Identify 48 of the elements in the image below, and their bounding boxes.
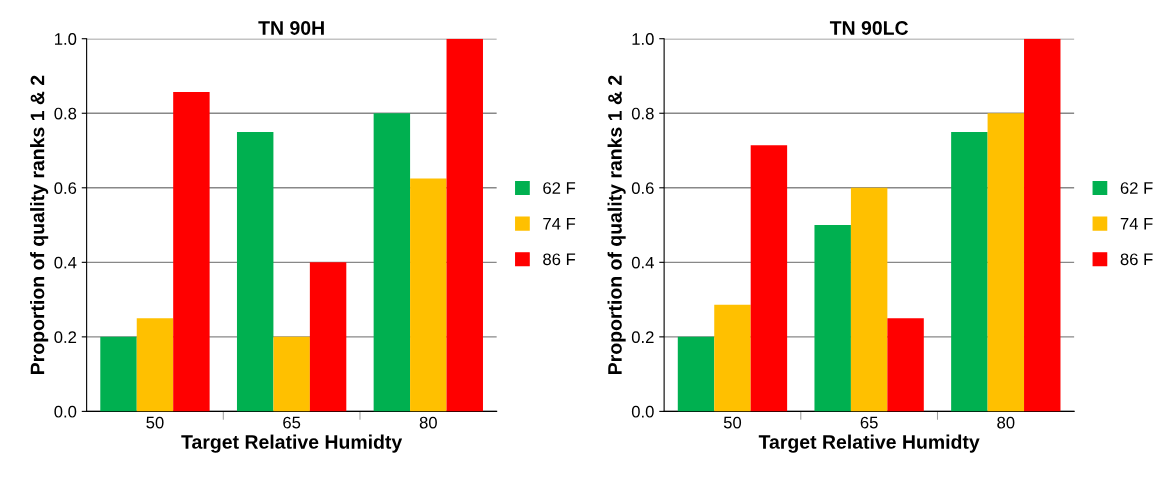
bar	[887, 318, 924, 412]
x-tick-label: 65	[283, 416, 301, 429]
y-tick-label: 0.6	[54, 182, 77, 194]
legend-label: 74 F	[543, 217, 576, 230]
bar	[100, 336, 137, 412]
legend-label: 86 F	[543, 253, 576, 266]
bar	[1024, 38, 1061, 412]
bar	[173, 92, 210, 412]
legend-label: 74 F	[1120, 217, 1153, 230]
chart-title: TN 90H	[258, 21, 324, 35]
bar	[373, 113, 411, 412]
legend-label: 62 F	[1120, 182, 1153, 194]
y-tick-label: 1.0	[55, 33, 77, 45]
bar	[750, 145, 788, 412]
x-tick-label: 80	[997, 416, 1015, 429]
bar	[309, 262, 347, 412]
y-tick-label: 0.2	[54, 331, 77, 344]
bar	[410, 178, 447, 412]
bar	[446, 38, 483, 412]
chart-title: TN 90LC	[829, 21, 909, 35]
bar	[236, 131, 274, 412]
y-tick-label: 0.4	[631, 256, 654, 269]
bar	[677, 336, 715, 412]
x-tick-label: 50	[723, 416, 742, 429]
legend-label: 62 F	[543, 182, 576, 194]
x-tick-label: 80	[419, 416, 437, 429]
y-axis-title: Proportion of quality ranks 1 & 2	[607, 75, 626, 374]
bar	[850, 187, 888, 412]
y-tick-label: 0.0	[54, 405, 77, 418]
x-tick-label: 65	[860, 416, 878, 429]
bar	[136, 318, 174, 412]
y-tick-label: 0.2	[631, 331, 654, 344]
x-axis-title: Target Relative Humidty	[181, 434, 403, 453]
bar	[951, 131, 988, 412]
y-tick-label: 1.0	[632, 33, 654, 45]
bar	[714, 304, 751, 412]
x-axis-title: Target Relative Humidty	[758, 434, 980, 453]
y-tick-label: 0.6	[631, 182, 654, 194]
y-tick-label: 0.8	[631, 107, 654, 120]
bar	[814, 225, 851, 412]
y-tick-label: 0.0	[631, 405, 654, 418]
y-axis-title: Proportion of quality ranks 1 & 2	[30, 75, 49, 374]
bar	[273, 336, 310, 412]
x-tick-label: 50	[146, 416, 164, 429]
y-tick-label: 0.4	[54, 256, 77, 269]
y-tick-label: 0.8	[54, 107, 77, 120]
legend-label: 86 F	[1120, 253, 1153, 266]
bar	[987, 113, 1025, 412]
